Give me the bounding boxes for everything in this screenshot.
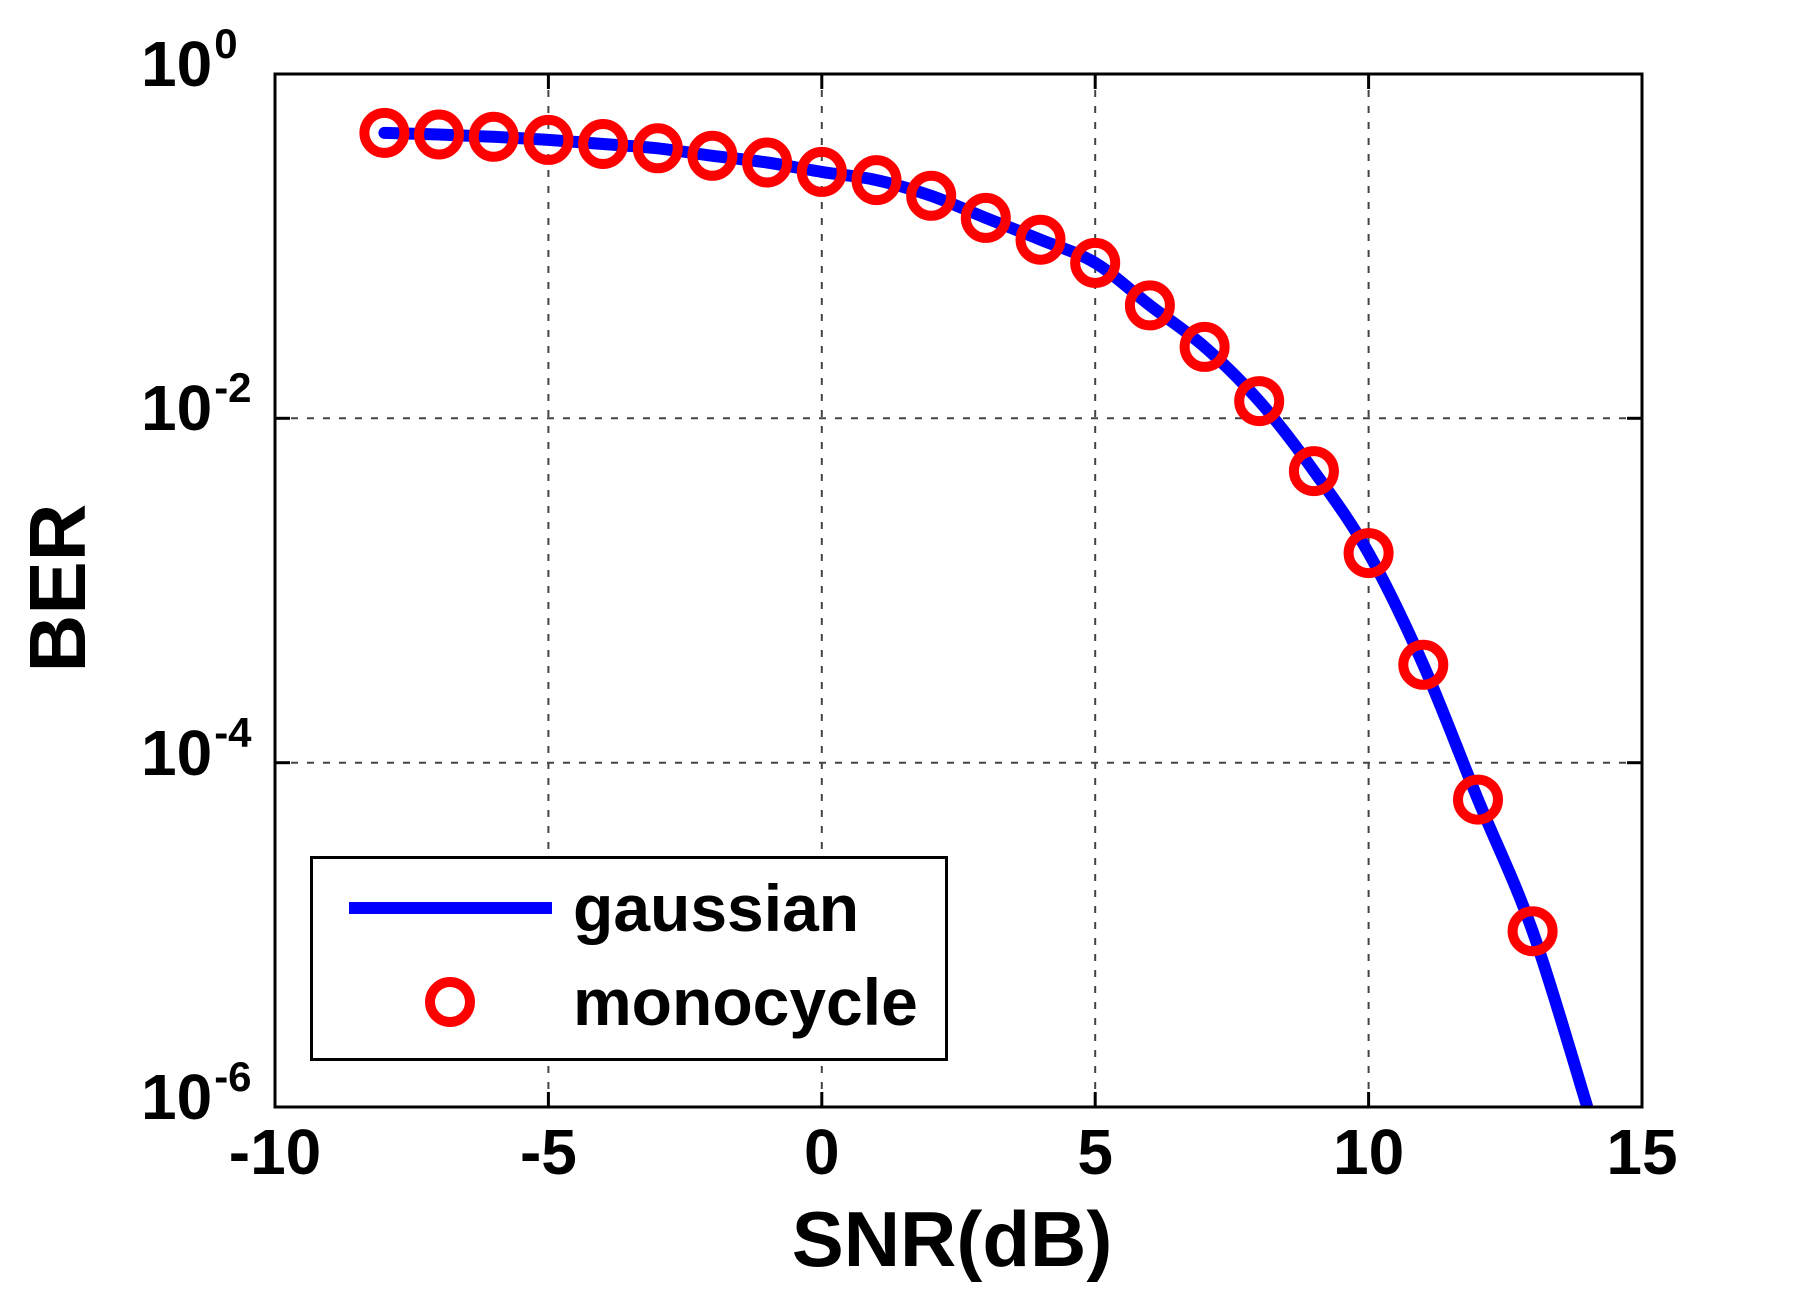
x-axis-title: SNR(dB) xyxy=(791,1195,1113,1283)
monocycle-marker xyxy=(851,155,902,206)
monocycle-marker xyxy=(1070,237,1121,288)
legend-label-gaussian: gaussian xyxy=(573,871,860,945)
monocycle-marker xyxy=(796,146,847,197)
monocycle-marker xyxy=(687,130,738,181)
legend-monocycle-circle-swatch xyxy=(425,977,475,1027)
monocycle-marker xyxy=(1343,528,1394,579)
monocycle-marker xyxy=(1179,321,1230,372)
monocycle-marker xyxy=(1398,639,1449,690)
x-tick-label: 0 xyxy=(804,1116,840,1188)
monocycle-marker xyxy=(1453,774,1503,825)
x-tick-label: -5 xyxy=(519,1116,577,1188)
y-tick-label: 10-2 xyxy=(141,364,252,445)
y-tick-label: 100 xyxy=(141,20,238,100)
monocycle-marker xyxy=(523,114,574,165)
monocycle-marker xyxy=(906,170,957,221)
x-tick-label: 5 xyxy=(1077,1116,1113,1188)
monocycle-marker xyxy=(468,111,519,162)
y-tick-label: 10-6 xyxy=(141,1053,252,1133)
plot-border xyxy=(273,72,1644,1109)
monocycle-marker xyxy=(1288,446,1339,497)
monocycle-marker xyxy=(742,137,793,188)
monocycle-marker xyxy=(632,123,683,174)
monocycle-marker xyxy=(1234,376,1285,427)
monocycle-marker xyxy=(960,192,1011,243)
x-tick-label: 10 xyxy=(1333,1116,1405,1188)
monocycle-marker xyxy=(1507,906,1558,957)
monocycle-marker xyxy=(1015,214,1066,265)
y-tick-label: 10-4 xyxy=(141,708,252,789)
legend-label-monocycle: monocycle xyxy=(573,965,918,1039)
gaussian-line xyxy=(378,126,1594,1107)
monocycle-marker xyxy=(578,119,629,169)
legend-box: gaussian monocycle xyxy=(310,856,948,1061)
x-tick-label: -10 xyxy=(228,1116,322,1188)
y-axis-title: BER xyxy=(13,503,102,673)
monocycle-marker xyxy=(359,107,410,158)
legend-gaussian-line-swatch xyxy=(349,902,552,914)
monocycle-marker xyxy=(414,109,464,160)
x-tick-label: 15 xyxy=(1606,1116,1678,1188)
monocycle-marker xyxy=(1124,280,1175,331)
